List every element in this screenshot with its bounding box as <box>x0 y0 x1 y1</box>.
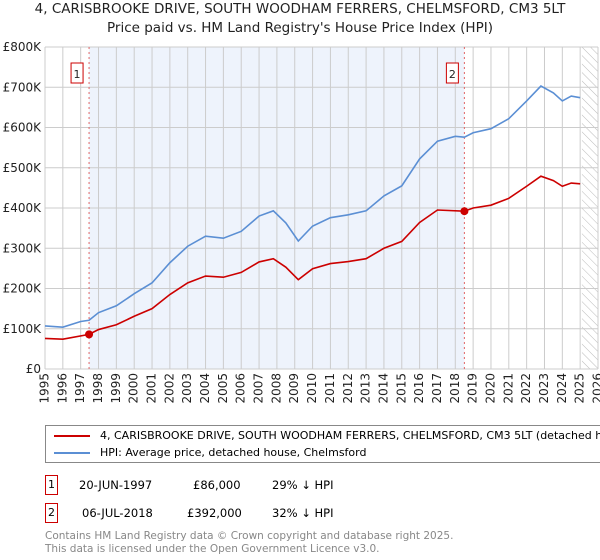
sale-label: 2 <box>449 68 456 81</box>
y-tick-label: £600K <box>3 121 43 135</box>
x-tick-label: 2012 <box>341 373 355 404</box>
legend-label: 4, CARISBROOKE DRIVE, SOUTH WOODHAM FERR… <box>100 429 600 442</box>
x-tick-label: 2023 <box>537 373 551 404</box>
legend: 4, CARISBROOKE DRIVE, SOUTH WOODHAM FERR… <box>45 425 600 463</box>
x-tick-label: 2005 <box>216 373 230 404</box>
x-tick-label: 2026 <box>591 373 600 404</box>
sale-label: 1 <box>74 68 81 81</box>
sale-hpi: 29% ↓ HPI <box>272 478 334 492</box>
x-tick-label: 2019 <box>466 373 480 404</box>
x-tick-label: 2007 <box>252 373 266 404</box>
x-tick-label: 2010 <box>305 373 319 404</box>
y-tick-label: £500K <box>3 161 43 175</box>
chart-subtitle: Price paid vs. HM Land Registry's House … <box>107 20 493 36</box>
x-tick-label: 2025 <box>573 373 587 404</box>
y-tick-label: £200K <box>3 282 43 296</box>
x-tick-label: 2020 <box>483 373 497 404</box>
x-tick-label: 2002 <box>162 373 176 404</box>
chart-title: 4, CARISBROOKE DRIVE, SOUTH WOODHAM FERR… <box>34 1 566 17</box>
sale-badge: 2 <box>45 503 58 523</box>
x-tick-label: 2017 <box>430 373 444 404</box>
x-tick-label: 2009 <box>287 373 301 404</box>
x-tick-label: 2006 <box>234 373 248 404</box>
sale-date: 06-JUL-2018 <box>82 506 153 520</box>
y-tick-label: £800K <box>3 40 43 54</box>
y-tick-label: £100K <box>3 322 43 336</box>
y-tick-label: £0 <box>26 362 41 376</box>
sale-hpi: 32% ↓ HPI <box>272 506 334 520</box>
x-tick-label: 2018 <box>448 373 462 404</box>
sale-point <box>85 330 94 339</box>
legend-item-property: 4, CARISBROOKE DRIVE, SOUTH WOODHAM FERR… <box>54 429 600 443</box>
x-tick-label: 2001 <box>145 373 159 404</box>
x-tick-label: 1996 <box>55 373 69 404</box>
x-tick-label: 1995 <box>38 373 52 404</box>
sale-label-box <box>445 62 459 84</box>
footer-line-2: This data is licensed under the Open Gov… <box>45 543 380 555</box>
sale-badge: 1 <box>45 475 58 495</box>
x-tick-label: 2022 <box>519 373 533 404</box>
legend-swatch-red <box>54 435 90 437</box>
sale-price: £392,000 <box>187 506 242 520</box>
x-tick-label: 2013 <box>359 373 373 404</box>
x-tick-label: 2008 <box>269 373 283 404</box>
x-tick-label: 2000 <box>127 373 141 404</box>
legend-label: HPI: Average price, detached house, Chel… <box>100 446 367 459</box>
x-tick-label: 1998 <box>91 373 105 404</box>
x-tick-label: 2024 <box>555 373 569 404</box>
x-tick-label: 1997 <box>73 373 87 404</box>
legend-item-hpi: HPI: Average price, detached house, Chel… <box>54 446 366 460</box>
legend-swatch-blue <box>54 452 90 454</box>
x-tick-label: 2016 <box>412 373 426 404</box>
y-tick-label: £300K <box>3 241 43 255</box>
footer: Contains HM Land Registry data © Crown c… <box>45 530 453 556</box>
sale-date: 20-JUN-1997 <box>79 478 153 492</box>
x-tick-label: 2004 <box>198 373 212 404</box>
x-tick-label: 2021 <box>501 373 515 404</box>
sale-price: £86,000 <box>193 478 241 492</box>
x-tick-label: 2011 <box>323 373 337 404</box>
footer-line-1: Contains HM Land Registry data © Crown c… <box>45 530 454 542</box>
y-tick-label: £700K <box>3 80 43 94</box>
sale-label-box <box>70 62 84 84</box>
series-line-hpi <box>44 85 581 328</box>
x-tick-label: 2003 <box>180 373 194 404</box>
chart-plot: 1995 1996 1997 1998 1999 2000 2001 2002 2003 2004… <box>3 40 600 404</box>
sale-point <box>460 207 469 216</box>
series-line-property <box>44 175 581 341</box>
y-tick-label: £400K <box>3 201 43 215</box>
x-tick-label: 2014 <box>376 373 390 404</box>
x-tick-label: 2015 <box>394 373 408 404</box>
x-tick-label: 1999 <box>109 373 123 404</box>
